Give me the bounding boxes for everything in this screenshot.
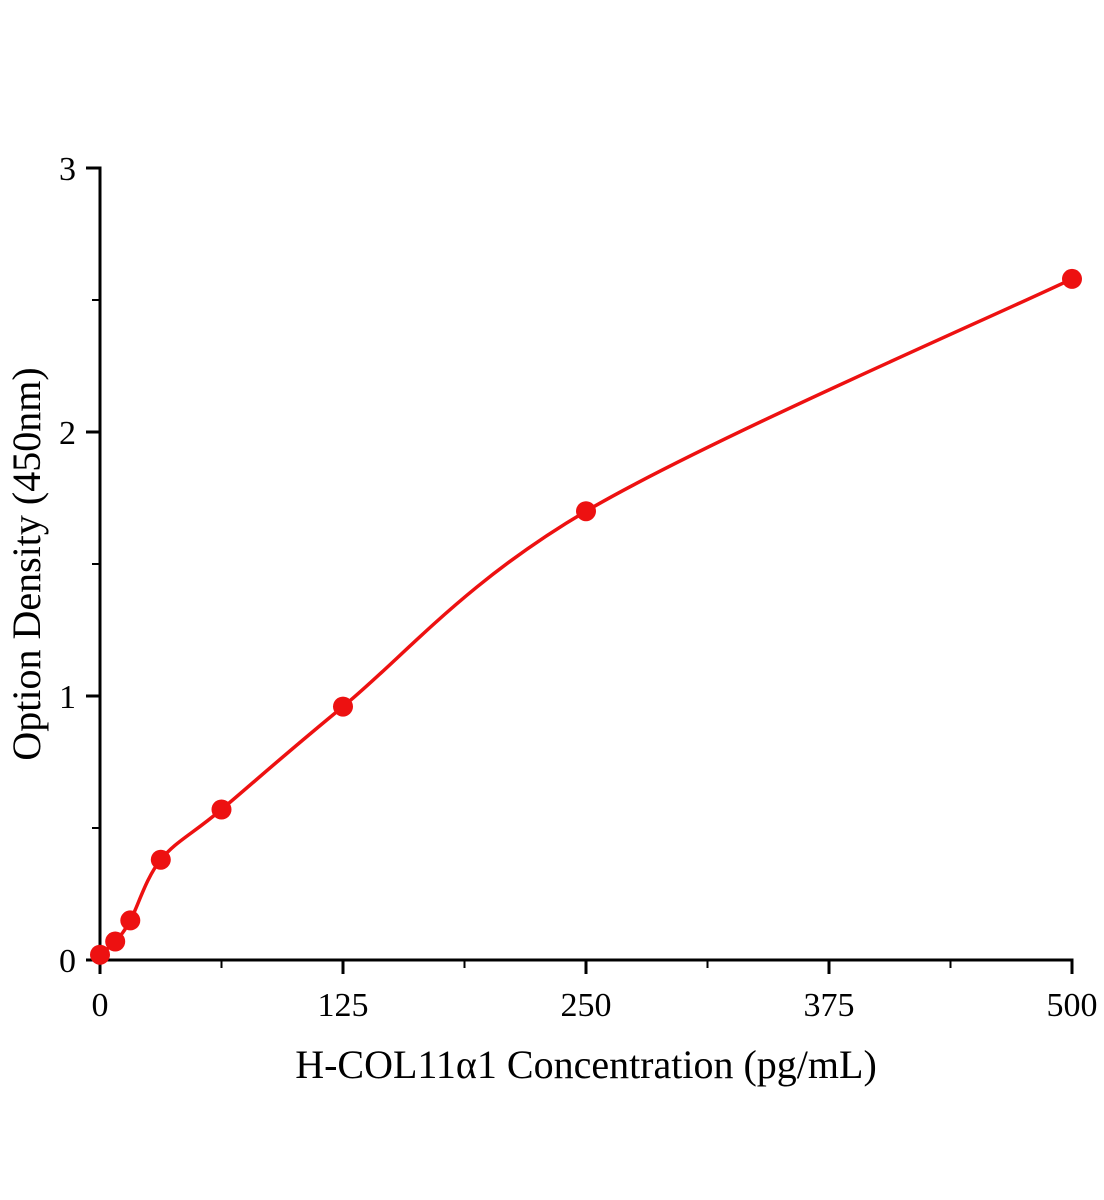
fit-curve-path — [98, 277, 1074, 957]
x-tick-label: 125 — [318, 987, 369, 1024]
data-points — [90, 268, 1082, 965]
data-point — [90, 944, 110, 965]
x-tick-label: 500 — [1047, 987, 1098, 1024]
y-tick-label: 2 — [59, 415, 76, 452]
y-axis-label: Option Density (450nm) — [4, 367, 49, 760]
data-point — [105, 931, 126, 952]
data-point — [576, 501, 596, 522]
data-point — [333, 696, 353, 717]
x-tick-label: 250 — [561, 987, 612, 1024]
data-point — [211, 799, 232, 820]
axes: 0 125 250 375 500 0 1 2 3 — [59, 151, 1098, 1024]
data-point — [1062, 268, 1082, 289]
x-tick-label: 375 — [804, 987, 855, 1024]
fit-curve — [98, 277, 1074, 957]
x-tick-label: 0 — [92, 987, 109, 1024]
data-point — [150, 849, 171, 870]
y-tick-label: 1 — [59, 679, 76, 716]
y-tick-label: 3 — [59, 151, 76, 188]
y-tick-label: 0 — [59, 943, 76, 980]
x-axis-label: H-COL11α1 Concentration (pg/mL) — [295, 1042, 877, 1087]
data-point — [120, 910, 141, 931]
